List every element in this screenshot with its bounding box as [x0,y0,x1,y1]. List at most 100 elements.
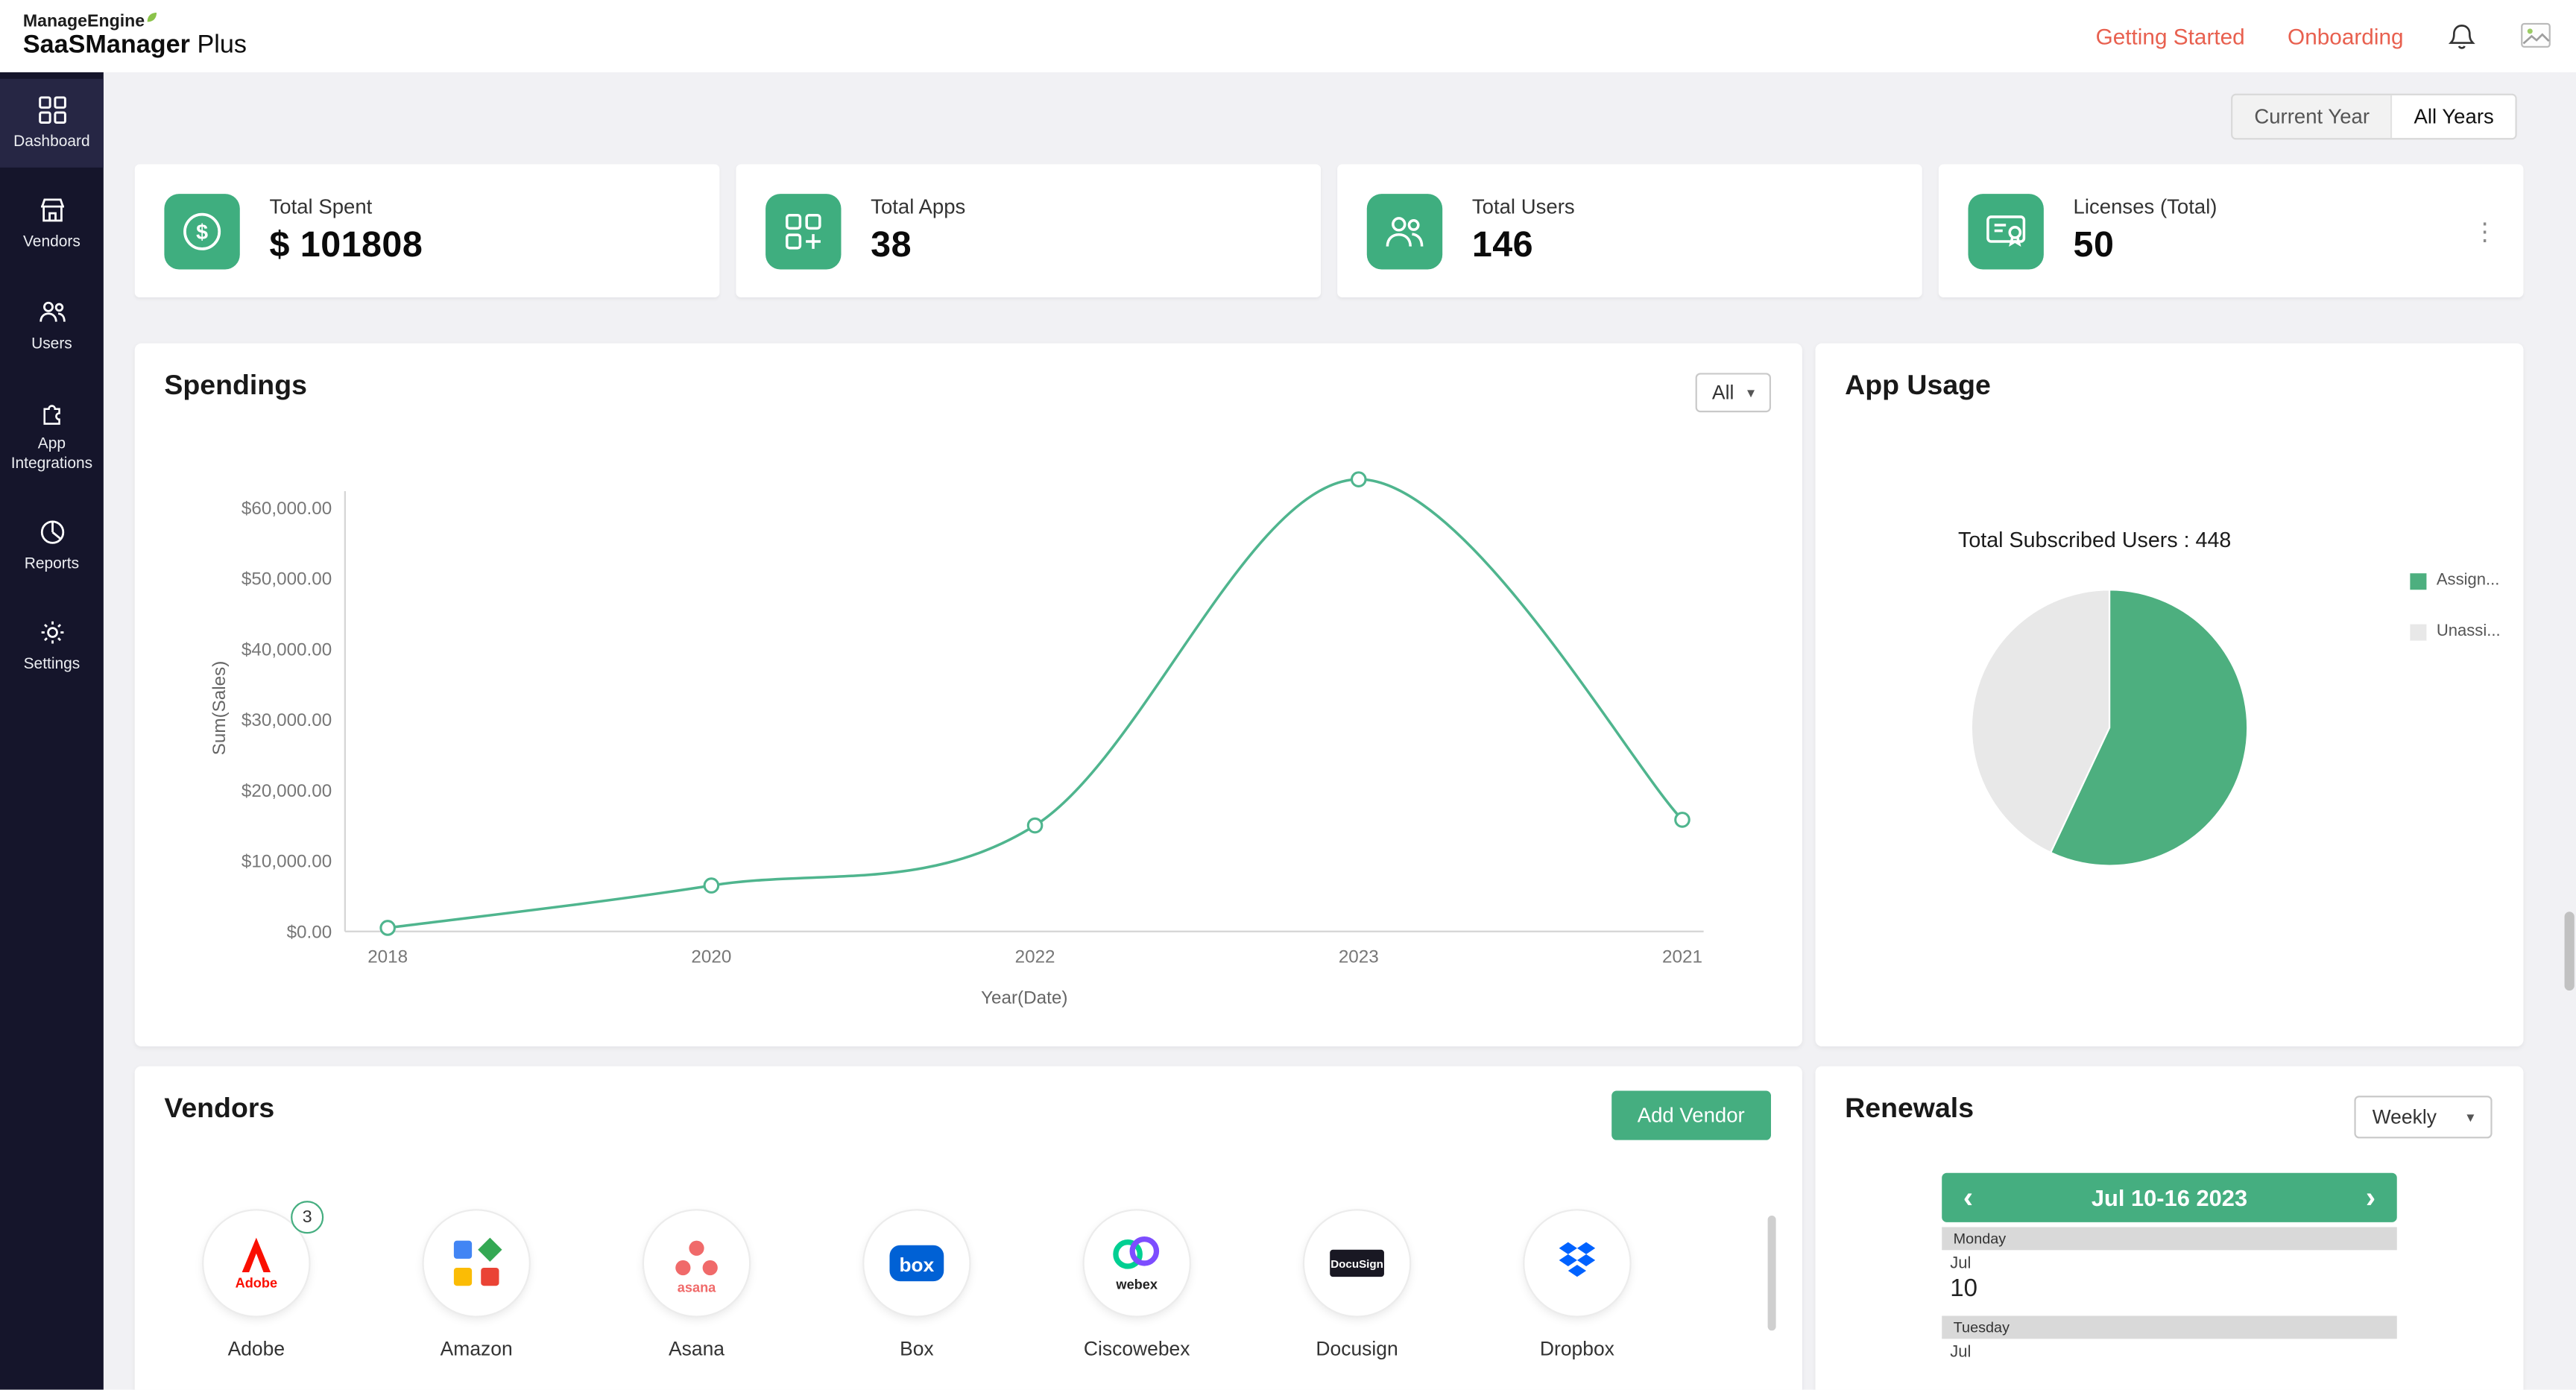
sidebar: Dashboard Vendors Users App Integrations Rep… [0,72,104,1390]
renewals-period-label: Jul 10-16 2023 [2091,1184,2248,1211]
stat-card-licenses-total: Licenses (Total) 50 ⋮ [1938,164,2524,297]
vendors-title: Vendors [164,1092,275,1124]
notifications-bell-icon[interactable] [2446,21,2478,52]
chevron-down-icon: ▾ [1746,383,1755,400]
next-week-chevron-icon[interactable]: › [2365,1181,2376,1214]
renewal-day-strip: Tuesday [1942,1315,2397,1339]
sidebar-item-label: App Integrations [10,435,93,473]
apps-icon [765,192,842,269]
stat-value: 50 [2073,223,2115,265]
vendor-item-adobe[interactable]: Adobe 3 Adobe [146,1201,366,1360]
vendor-name: Dropbox [1539,1337,1614,1360]
svg-text:$0.00: $0.00 [287,923,332,943]
svg-text:asana: asana [678,1280,716,1295]
onboarding-link[interactable]: Onboarding [2288,23,2404,49]
stat-card-total-spent: $ Total Spent $ 101808 [134,164,720,297]
vendor-item-asana[interactable]: asana Asana [587,1210,806,1360]
svg-text:2023: 2023 [1339,947,1379,967]
sidebar-item-vendors[interactable]: Vendors [0,180,104,269]
reports-icon [37,517,67,547]
svg-text:$50,000.00: $50,000.00 [242,569,332,590]
sidebar-item-label: Settings [23,656,80,675]
svg-text:webex: webex [1115,1277,1158,1292]
box-logo-icon[interactable]: box [864,1210,970,1316]
svg-text:$60,000.00: $60,000.00 [242,499,332,519]
renewals-period-bar: ‹ Jul 10-16 2023 › [1942,1172,2397,1222]
renewal-days-list: Monday Jul 10 Tuesday Jul [1942,1227,2397,1362]
docusign-logo-icon[interactable]: DocuSign [1304,1210,1410,1316]
vendor-item-docusign[interactable]: DocuSign Docusign [1247,1210,1467,1360]
svg-text:$30,000.00: $30,000.00 [242,710,332,730]
legend-item[interactable]: Assign... [2410,572,2501,590]
add-vendor-button[interactable]: Add Vendor [1611,1090,1771,1140]
svg-text:2022: 2022 [1015,947,1055,967]
adobe-logo-icon[interactable]: Adobe 3 [203,1201,324,1316]
stat-label: Total Users [1471,195,1575,219]
svg-text:2020: 2020 [691,947,731,967]
svg-text:DocuSign: DocuSign [1330,1258,1383,1271]
brand-product-text: SaaSManager [22,31,190,60]
getting-started-link[interactable]: Getting Started [2095,23,2245,49]
stat-label: Total Apps [871,195,966,219]
sidebar-item-apps[interactable]: App Integrations [0,382,104,490]
stat-value: 146 [1471,223,1534,265]
page-scrollbar-thumb[interactable] [2564,912,2575,991]
webex-logo-icon[interactable]: webex [1084,1210,1190,1316]
brand-manageengine-text: ManageEngine [22,10,145,31]
spendings-filter-dropdown[interactable]: All ▾ [1695,373,1771,413]
users-icon [1366,192,1443,269]
vendor-row: Adobe 3 Adobe Amazon asana Asana box Box webex Ci… [146,1201,1687,1360]
vendor-item-dropbox[interactable]: Dropbox [1467,1210,1687,1360]
vendor-name: Docusign [1316,1337,1398,1360]
app-usage-card: App Usage Total Subscribed Users : 448 A… [1815,343,2524,1046]
apps-icon [37,398,67,428]
stat-value: 38 [871,223,912,265]
chevron-down-icon: ▾ [2466,1108,2475,1125]
avatar-broken-image-icon[interactable] [2520,22,2553,51]
vendor-item-box[interactable]: box Box [806,1210,1026,1360]
svg-text:box: box [900,1254,935,1276]
stat-card-total-users: Total Users 146 [1337,164,1922,297]
vendor-item-webex[interactable]: webex Ciscowebex [1027,1210,1247,1360]
vendor-item-amazon[interactable]: Amazon [367,1210,587,1360]
sidebar-item-settings[interactable]: Settings [0,601,104,691]
stat-label: Total Spent [269,195,373,219]
asana-logo-icon[interactable]: asana [643,1210,750,1316]
amazon-logo-icon[interactable] [423,1210,529,1316]
legend-item[interactable]: Unassi... [2410,622,2501,641]
page-scrollbar[interactable] [2563,72,2576,1390]
legend-swatch [2410,623,2427,640]
sidebar-item-label: Users [31,335,72,353]
sidebar-item-dashboard[interactable]: Dashboard [0,78,104,168]
dollar-icon: $ [164,192,240,269]
prev-week-chevron-icon[interactable]: ‹ [1963,1181,1974,1214]
license-icon [1968,192,2044,269]
spendings-card: Spendings All ▾ $0.00 $10,000.00 $20,000.0… [134,343,1802,1046]
dropbox-logo-icon[interactable] [1524,1210,1630,1316]
spendings-title: Spendings [164,369,307,401]
app-usage-title: App Usage [1845,369,1991,401]
vendors-icon [37,196,67,226]
app-usage-pie-chart [1970,589,2249,867]
svg-text:$40,000.00: $40,000.00 [242,639,332,660]
renewals-filter-dropdown[interactable]: Weekly ▾ [2354,1096,2493,1139]
year-toggle-all-years[interactable]: All Years [2390,95,2516,139]
vendors-card: Vendors Add Vendor Adobe 3 Adobe Amazon asan… [134,1066,1802,1390]
brand-logo[interactable]: ManageEngine SaaSManager Plus [23,11,247,62]
stat-value: $ 101808 [269,223,423,265]
renewal-day-month: Jul [1950,1254,1972,1274]
year-toggle-current-year[interactable]: Current Year [2232,95,2391,139]
stats-overflow-menu-icon[interactable]: ⋮ [2472,218,2498,246]
sidebar-item-users[interactable]: Users [0,280,104,370]
svg-text:2018: 2018 [367,947,408,967]
svg-text:Year(Date): Year(Date) [981,988,1067,1008]
legend-swatch [2410,572,2427,590]
vendors-scrollbar[interactable] [1767,1216,1776,1331]
sidebar-item-reports[interactable]: Reports [0,501,104,590]
vendor-name: Asana [669,1337,725,1360]
users-icon [37,297,67,326]
pie-legend: Assign... Unassi... [2410,572,2501,641]
renewal-day-month: Jul [1950,1343,1972,1362]
legend-label: Unassi... [2436,622,2501,641]
